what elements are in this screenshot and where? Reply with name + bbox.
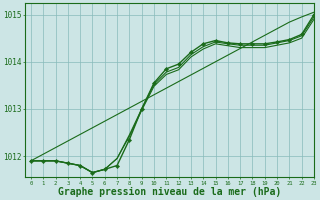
X-axis label: Graphe pression niveau de la mer (hPa): Graphe pression niveau de la mer (hPa) — [58, 187, 281, 197]
